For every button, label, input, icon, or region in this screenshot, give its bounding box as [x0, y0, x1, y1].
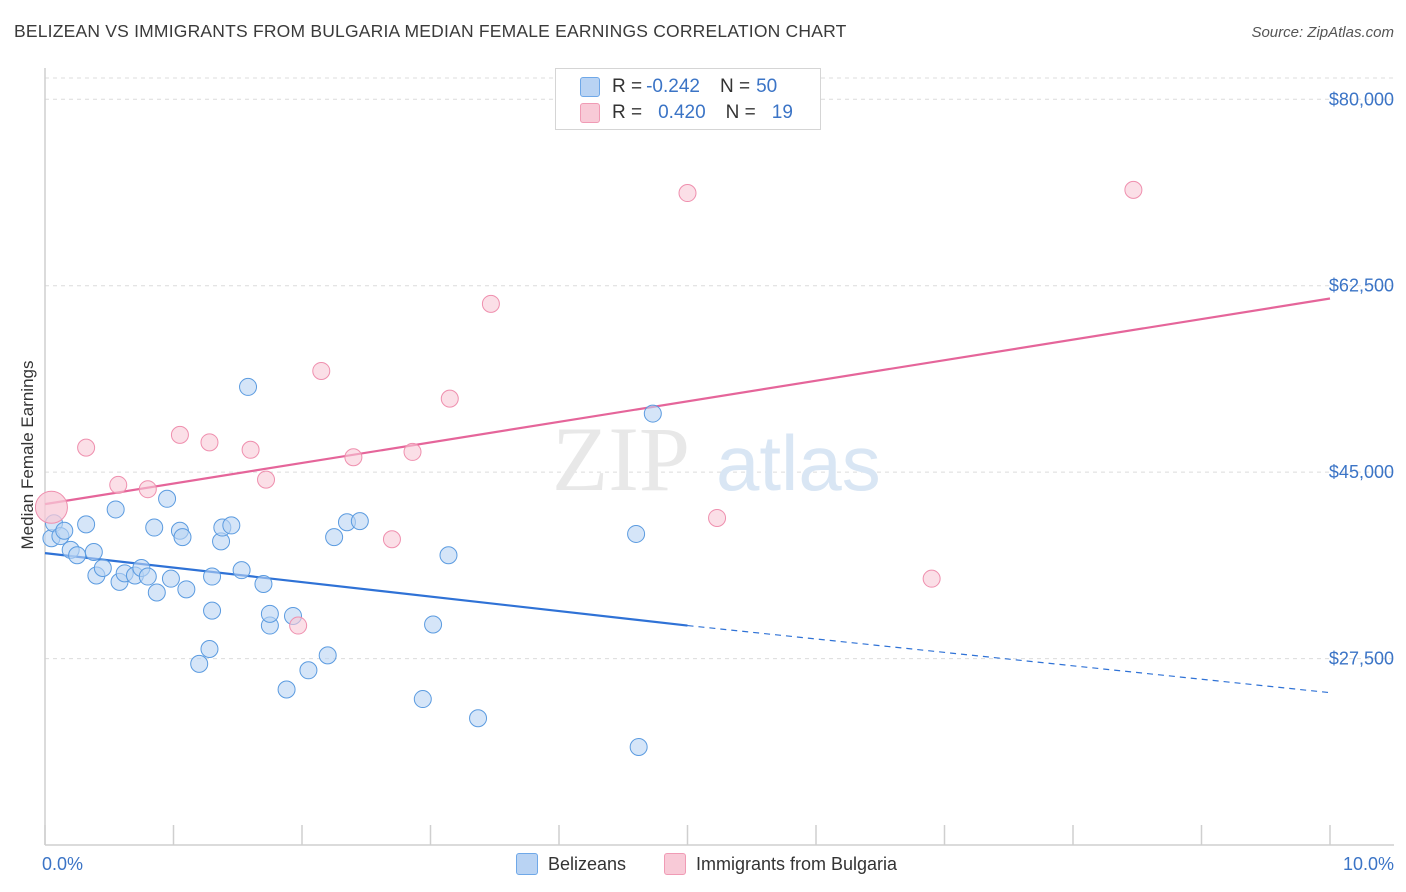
- source-credit: Source: ZipAtlas.com: [1251, 24, 1394, 41]
- belizean-point: [158, 489, 177, 508]
- belizean-point: [469, 709, 488, 728]
- belizean-trend-line: [44, 552, 688, 627]
- belizean-point: [161, 569, 180, 588]
- y-tick-label: $80,000: [1329, 89, 1394, 109]
- bottom-legend-swatch-belizeans: [516, 853, 538, 875]
- bulgaria-point: [922, 569, 941, 588]
- legend-r-value: -0.242: [646, 76, 700, 97]
- data-points: [34, 180, 1143, 756]
- x-tick-label-max: 10.0%: [1343, 854, 1394, 874]
- belizean-point: [106, 500, 125, 519]
- bottom-legend-bulgaria: Immigrants from Bulgaria: [664, 850, 897, 878]
- belizean-point: [299, 661, 318, 680]
- legend-r-label: R =: [612, 76, 643, 97]
- belizean-point: [260, 604, 279, 623]
- bulgaria-point: [481, 294, 500, 313]
- bulgaria-point: [403, 442, 422, 461]
- y-axis-label: Median Female Earnings: [18, 360, 37, 550]
- bottom-legend-label-belizeans: Belizeans: [548, 853, 627, 874]
- bulgaria-point: [200, 433, 219, 452]
- correlation-legend: R = -0.242 N = 50 R = 0.420 N = 19: [555, 68, 821, 130]
- belizean-point: [325, 528, 344, 547]
- bulgaria-point: [109, 475, 128, 494]
- belizean-point: [318, 646, 337, 665]
- bulgaria-point: [678, 184, 697, 203]
- bulgaria-point: [708, 508, 727, 527]
- y-tick-labels: $27,500 $45,000 $62,500 $80,000: [1329, 89, 1394, 668]
- belizean-point: [68, 546, 87, 565]
- bulgaria-point: [289, 616, 308, 635]
- belizean-point: [203, 567, 222, 586]
- bulgaria-point: [170, 425, 189, 444]
- y-tick-label: $27,500: [1329, 649, 1394, 669]
- belizean-point: [232, 561, 251, 580]
- watermark-atlas: atlas: [716, 419, 881, 507]
- belizean-point: [439, 546, 458, 565]
- bulgaria-trend-line: [44, 297, 1331, 506]
- belizean-point: [177, 580, 196, 599]
- bulgaria-point: [312, 361, 331, 380]
- belizean-point: [239, 377, 258, 396]
- belizean-point: [350, 512, 369, 531]
- legend-swatch-belizeans: [580, 77, 600, 97]
- bulgaria-point: [440, 389, 459, 408]
- trend-lines: [44, 297, 1331, 694]
- belizean-point: [254, 575, 273, 594]
- bulgaria-point: [257, 470, 276, 489]
- watermark-zip: ZIP: [552, 408, 690, 510]
- bulgaria-point: [382, 530, 401, 549]
- bulgaria-point: [138, 480, 157, 499]
- legend-n-label: N =: [725, 102, 756, 123]
- belizean-point: [145, 518, 164, 537]
- legend-n-value: 50: [756, 76, 778, 97]
- belizean-point: [173, 528, 192, 547]
- bottom-legend-swatch-bulgaria: [664, 853, 686, 875]
- belizean-point: [643, 404, 662, 423]
- belizean-trend-extension: [687, 624, 1331, 694]
- bulgaria-point: [77, 438, 96, 457]
- belizean-point: [627, 524, 646, 543]
- x-tick-label-min: 0.0%: [42, 854, 83, 874]
- legend-r-label: R =: [612, 102, 643, 123]
- belizean-point: [413, 690, 432, 709]
- legend-row-bulgaria: R = 0.420 N = 19: [580, 100, 793, 126]
- belizean-point: [222, 516, 241, 535]
- bulgaria-point: [34, 490, 68, 524]
- bulgaria-point: [1124, 180, 1143, 199]
- belizean-point: [190, 654, 209, 673]
- chart-title: BELIZEAN VS IMMIGRANTS FROM BULGARIA MED…: [14, 21, 847, 41]
- bottom-legend-label-bulgaria: Immigrants from Bulgaria: [696, 853, 898, 874]
- belizean-point: [629, 737, 648, 756]
- y-tick-label: $45,000: [1329, 462, 1394, 482]
- legend-swatch-bulgaria: [580, 103, 600, 123]
- bulgaria-point: [344, 448, 363, 467]
- belizean-point: [55, 521, 74, 540]
- legend-n-value: 19: [771, 102, 793, 123]
- belizean-point: [277, 680, 296, 699]
- belizean-point: [424, 615, 443, 634]
- bulgaria-point: [241, 440, 260, 459]
- belizean-point: [203, 601, 222, 620]
- belizean-point: [138, 567, 157, 586]
- legend-row-belizeans: R = -0.242 N = 50: [580, 74, 777, 100]
- legend-n-label: N =: [719, 76, 751, 97]
- y-tick-label: $62,500: [1329, 276, 1394, 296]
- bottom-legend-belizeans: Belizeans: [516, 850, 626, 878]
- belizean-point: [77, 515, 96, 534]
- belizean-point: [147, 583, 166, 602]
- belizean-point: [93, 559, 112, 578]
- axes: [44, 68, 1394, 846]
- belizean-point: [200, 639, 219, 658]
- belizean-point: [84, 543, 103, 562]
- legend-r-value: 0.420: [658, 102, 706, 123]
